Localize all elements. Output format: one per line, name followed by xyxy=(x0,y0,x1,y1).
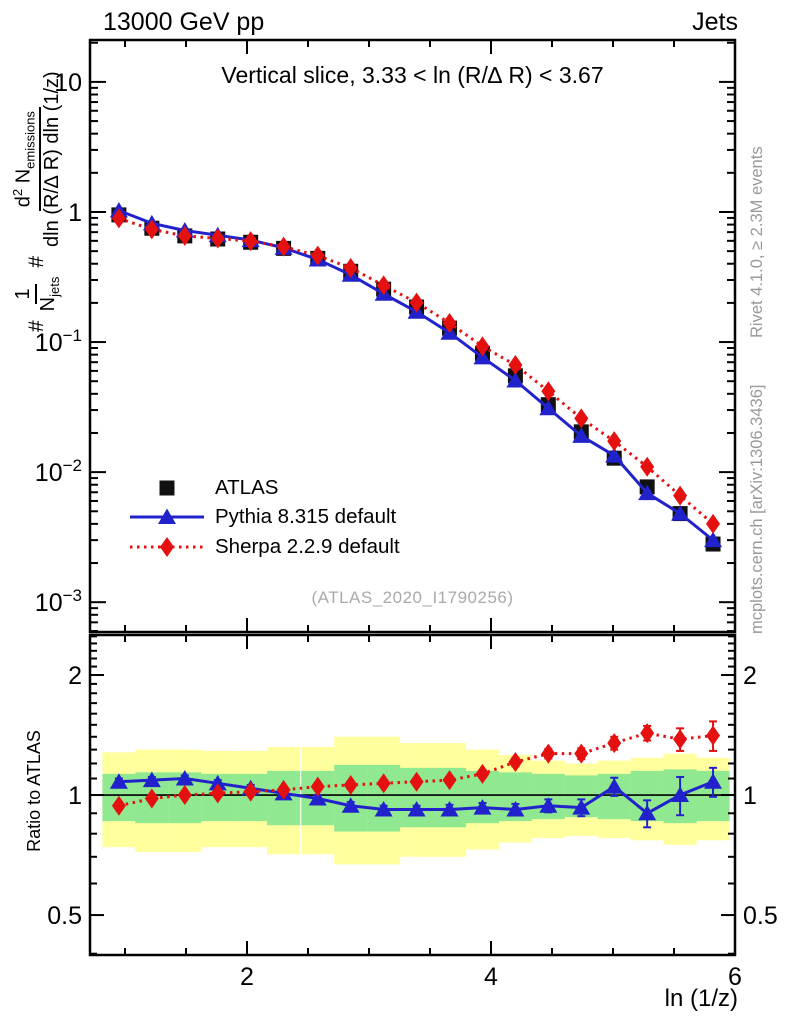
legend-item-atlas: ATLAS xyxy=(128,473,400,503)
legend-label-pythia: Pythia 8.315 default xyxy=(215,505,397,529)
legend-item-sherpa: Sherpa 2.2.9 default xyxy=(128,532,400,562)
svg-text:1: 1 xyxy=(68,782,82,810)
svg-text:0.5: 0.5 xyxy=(47,902,82,930)
beam-energy-label: 13000 GeV pp xyxy=(103,8,265,36)
svg-text:4: 4 xyxy=(484,963,498,991)
process-label: Jets xyxy=(692,8,738,36)
x-axis-label: ln (1/z) xyxy=(664,985,738,1012)
analysis-id-watermark: (ATLAS_2020_I1790256) xyxy=(311,588,514,607)
svg-text:2: 2 xyxy=(68,662,82,690)
atlas-square-marker-icon xyxy=(128,475,206,501)
plot-title: Vertical slice, 3.33 < ln (R/∆ R) < 3.67 xyxy=(221,62,604,88)
svg-text:6: 6 xyxy=(728,963,742,991)
legend-label-sherpa: Sherpa 2.2.9 default xyxy=(215,534,400,558)
legend-label-atlas: ATLAS xyxy=(215,475,279,499)
svg-text:10−3: 10−3 xyxy=(35,586,82,617)
svg-text:10−1: 10−1 xyxy=(35,326,82,357)
svg-text:0.5: 0.5 xyxy=(743,902,778,930)
svg-text:2: 2 xyxy=(240,963,254,991)
sherpa-diamond-marker-icon xyxy=(128,534,206,560)
svg-text:2: 2 xyxy=(743,662,757,690)
legend-item-pythia: Pythia 8.315 default xyxy=(128,503,400,533)
svg-text:1: 1 xyxy=(743,782,757,810)
svg-text:1: 1 xyxy=(68,199,82,227)
pythia-triangle-marker-icon xyxy=(128,504,206,530)
svg-text:10: 10 xyxy=(54,69,82,97)
legend: ATLAS Pythia 8.315 default Sherpa 2.2.9 … xyxy=(128,473,400,562)
svg-text:10−2: 10−2 xyxy=(35,456,82,487)
